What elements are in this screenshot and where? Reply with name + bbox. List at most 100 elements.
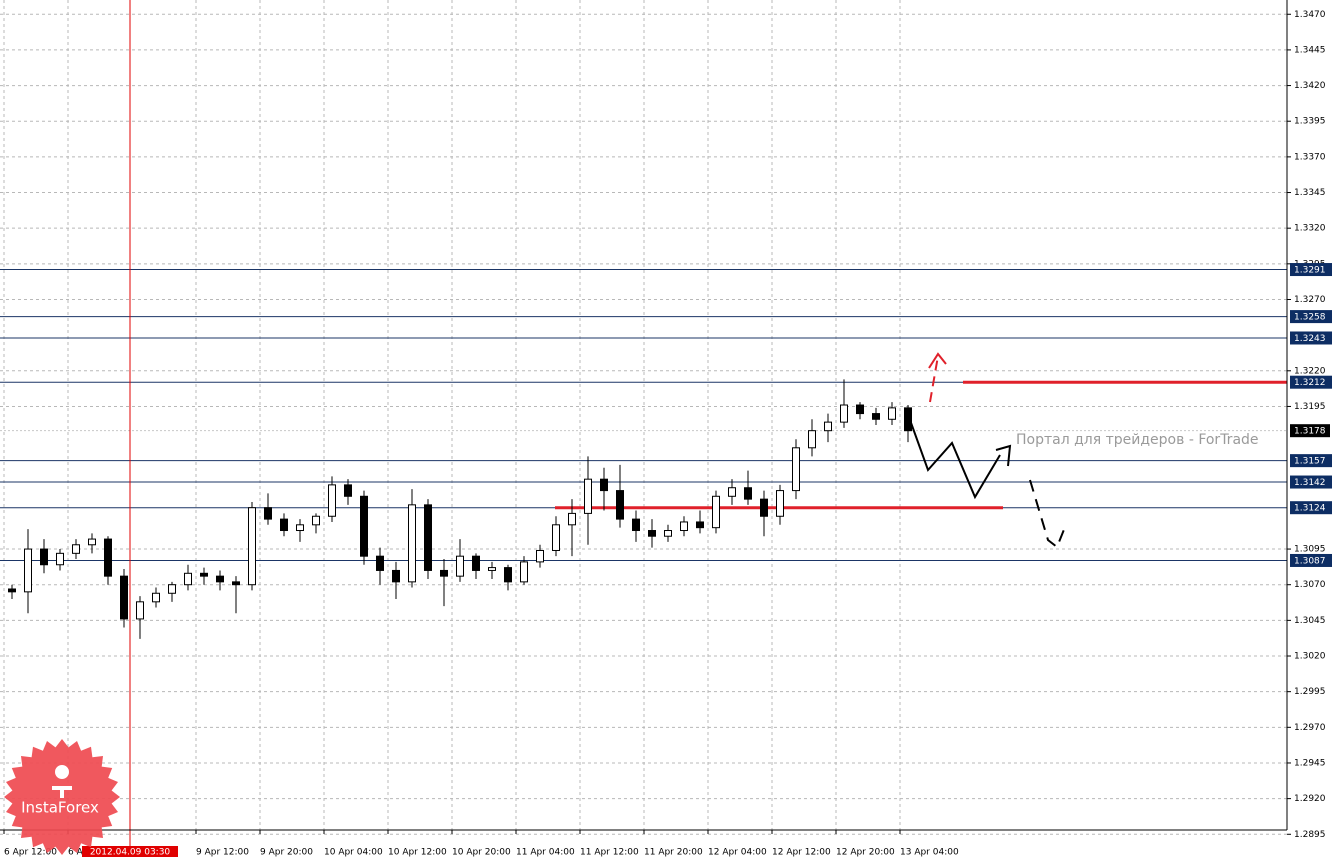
candle-body xyxy=(792,447,800,492)
y-tick-label: 1.3195 xyxy=(1294,402,1326,412)
level-label: 1.3087 xyxy=(1294,556,1326,566)
candle-body xyxy=(584,478,592,514)
level-label-box xyxy=(1290,375,1332,389)
y-tick-label: 1.2995 xyxy=(1294,687,1326,697)
candle-body xyxy=(824,421,832,432)
candle-body xyxy=(216,575,224,583)
level-label-box xyxy=(1290,553,1332,567)
price-label-box xyxy=(1290,424,1330,438)
candle-body xyxy=(856,404,864,415)
x-tick-label: 9 Apr 12:00 xyxy=(196,848,249,857)
candle-body xyxy=(504,567,512,583)
candle-body xyxy=(520,561,528,583)
candle-body xyxy=(376,555,384,571)
y-tick-label: 1.3270 xyxy=(1294,295,1326,305)
axis: 1.2895 1.2920 1.2945 1.2970 1.2995 1.3020 1.30… xyxy=(3,10,1332,857)
x-tick-label: 10 Apr 20:00 xyxy=(452,848,511,857)
candle-body xyxy=(552,524,560,551)
candle-body xyxy=(600,478,608,492)
candles xyxy=(8,379,912,639)
candle-body xyxy=(904,407,912,432)
y-tick-label: 1.2945 xyxy=(1294,758,1326,768)
level-label: 1.3157 xyxy=(1294,457,1326,467)
candle-body xyxy=(760,498,768,517)
candle-body xyxy=(648,530,656,537)
x-tick-label: 12 Apr 20:00 xyxy=(836,848,895,857)
candle-body xyxy=(888,407,896,420)
level-label: 1.3142 xyxy=(1294,478,1326,488)
logo-icon xyxy=(52,765,72,798)
candle-body xyxy=(776,490,784,517)
x-tick-label: 11 Apr 12:00 xyxy=(580,848,639,857)
candle-body xyxy=(440,569,448,577)
y-tick-label: 1.3070 xyxy=(1294,580,1326,590)
candle-body xyxy=(408,504,416,583)
forecast-up xyxy=(929,355,939,403)
annotations xyxy=(909,352,1066,549)
y-tick-label: 1.2970 xyxy=(1294,723,1326,733)
candle-body xyxy=(392,569,400,583)
candle-body xyxy=(664,530,672,537)
candle-body xyxy=(8,588,16,593)
candle-body xyxy=(360,495,368,557)
candle-body xyxy=(104,538,112,577)
y-tick-label: 1.3345 xyxy=(1294,188,1326,198)
candle-body xyxy=(136,601,144,620)
candle-body xyxy=(88,538,96,546)
grid xyxy=(0,0,1287,835)
level-label-box xyxy=(1290,475,1332,489)
candle-body xyxy=(56,552,64,566)
level-label-box xyxy=(1290,310,1332,324)
level-label-box xyxy=(1290,263,1332,277)
candle-body xyxy=(680,521,688,532)
x-tick-label: 11 Apr 04:00 xyxy=(516,848,575,857)
candle-body xyxy=(120,575,128,620)
price-label: 1.3178 xyxy=(1294,427,1326,437)
x-tick-label: 6 Apr 12:00 xyxy=(4,848,57,857)
arrow-head xyxy=(995,444,1012,467)
candle-body xyxy=(40,548,48,566)
candle-body xyxy=(296,524,304,532)
candle-body xyxy=(232,581,240,586)
level-label-box xyxy=(1290,501,1332,515)
candle-body xyxy=(536,549,544,563)
x-tick-label: 10 Apr 12:00 xyxy=(388,848,447,857)
candle-body xyxy=(488,567,496,571)
candle-body xyxy=(744,487,752,500)
candle-body xyxy=(808,430,816,449)
candle-body xyxy=(72,544,80,554)
candle-body xyxy=(168,584,176,594)
y-tick-label: 1.3220 xyxy=(1294,366,1326,376)
arrow-head xyxy=(928,352,947,369)
candle-body xyxy=(248,507,256,586)
candle-body xyxy=(696,521,704,529)
candle-body xyxy=(264,507,272,520)
candle-body xyxy=(344,484,352,497)
candle-body xyxy=(184,572,192,586)
candle-body xyxy=(200,572,208,577)
level-label-box xyxy=(1290,454,1332,468)
x-tick-label: 12 Apr 04:00 xyxy=(708,848,767,857)
y-tick-label: 1.3420 xyxy=(1294,81,1326,91)
candle-body xyxy=(616,490,624,520)
forecast-path-dashed xyxy=(1029,479,1066,549)
y-tick-label: 1.3320 xyxy=(1294,224,1326,234)
candle-body xyxy=(328,484,336,517)
y-tick-label: 1.3470 xyxy=(1294,10,1326,20)
level-label: 1.3124 xyxy=(1294,504,1326,514)
candle-body xyxy=(568,512,576,526)
candle-body xyxy=(840,404,848,423)
y-tick-label: 1.3045 xyxy=(1294,616,1326,626)
x-tick-label: 9 Apr 20:00 xyxy=(260,848,313,857)
candle-body xyxy=(472,555,480,571)
logo: InstaForex xyxy=(4,739,120,855)
level-label: 1.3258 xyxy=(1294,313,1326,323)
y-tick-label: 1.3370 xyxy=(1294,152,1326,162)
level-label: 1.3212 xyxy=(1294,378,1326,388)
logo-text: InstaForex xyxy=(21,799,99,817)
crosshair-box xyxy=(82,846,178,857)
y-tick-label: 1.2895 xyxy=(1294,830,1326,840)
candle-body xyxy=(424,504,432,571)
